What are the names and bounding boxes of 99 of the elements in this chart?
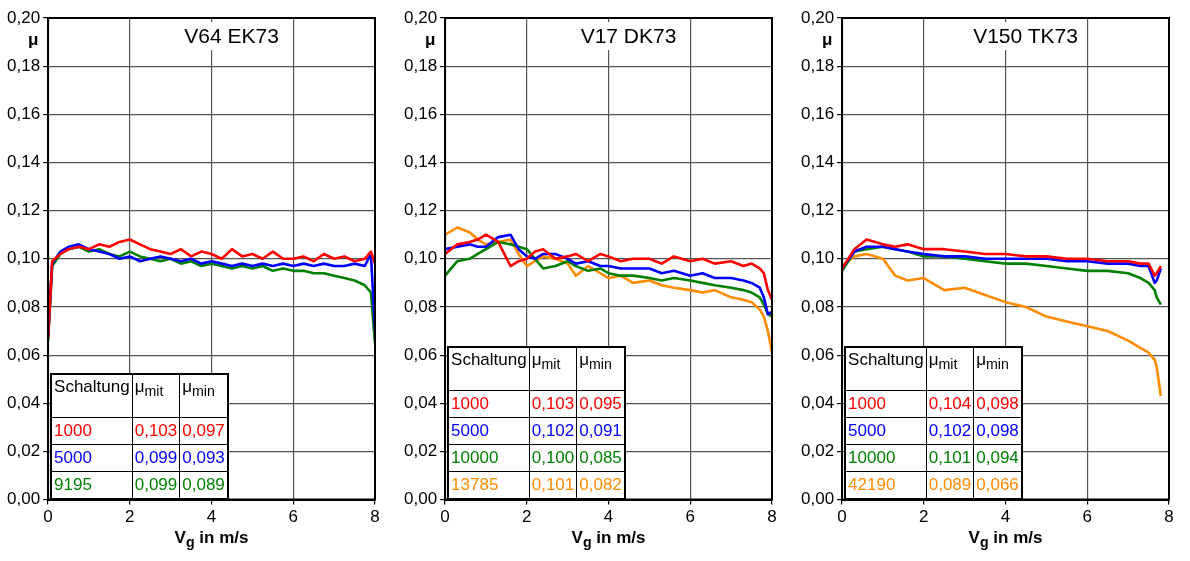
y-tick-label: 0,06 — [800, 344, 835, 364]
text: 42190 — [845, 471, 927, 499]
y-tick-label: 0,02 — [800, 441, 835, 461]
text: 13785 — [448, 471, 530, 499]
y-tick-label: 0,12 — [800, 200, 835, 220]
text: 5000 — [845, 417, 927, 445]
y-tick-label: 0,16 — [403, 104, 438, 124]
y-tick-label: 0,20 — [6, 7, 41, 27]
x-tick-label: 2 — [125, 507, 135, 527]
y-axis-title: μ — [822, 30, 833, 50]
annotation: 0,101 — [926, 444, 974, 472]
annotation: μ$_{mit}$ — [132, 373, 180, 418]
y-axis-title: μ — [28, 30, 39, 50]
text: 9195 — [51, 471, 133, 499]
y-tick-label: 0,08 — [800, 296, 835, 316]
y-tick-label: 0,00 — [403, 489, 438, 509]
y-tick-label: 0,02 — [6, 441, 41, 461]
annotation: Schaltung — [51, 373, 133, 418]
x-tick-label: 4 — [603, 507, 614, 527]
y-axis-title: μ — [425, 30, 436, 50]
annotation: μ$_{min}$ — [576, 346, 625, 391]
annotation: μ$_{min}$ — [179, 373, 228, 418]
annotation: 0,101 — [529, 471, 577, 499]
y-tick-label: 0,04 — [403, 392, 438, 412]
annotation: 0,066 — [973, 471, 1022, 499]
y-tick-label: 0,18 — [800, 55, 835, 75]
annotation: 0,103 — [529, 390, 577, 418]
chart-title: V64 EK73 — [178, 22, 285, 50]
x-tick-label: 0 — [43, 507, 53, 527]
y-tick-label: 0,06 — [6, 344, 41, 364]
y-tick-label: 0,08 — [403, 296, 438, 316]
y-tick-label: 0,14 — [800, 152, 835, 172]
annotation: 0,082 — [576, 471, 625, 499]
annotation: 0,102 — [529, 417, 577, 445]
x-tick-label: 6 — [288, 507, 299, 527]
x-tick-label: 4 — [206, 507, 217, 527]
annotation: 0,100 — [529, 444, 577, 472]
y-tick-label: 0,20 — [800, 7, 835, 27]
text: 1000 — [845, 390, 927, 418]
annotation: 0,095 — [576, 390, 625, 418]
x-tick-label: 2 — [919, 507, 929, 527]
y-tick-label: 0,18 — [403, 55, 438, 75]
y-tick-label: 0,10 — [6, 248, 41, 268]
annotation: 0,097 — [179, 417, 228, 445]
y-tick-label: 0,14 — [6, 152, 41, 172]
y-tick-label: 0,12 — [6, 200, 41, 220]
y-tick-label: 0,04 — [800, 392, 835, 412]
x-tick-label: 8 — [767, 507, 777, 527]
x-tick-label: 6 — [1082, 507, 1093, 527]
text: 1000 — [448, 390, 530, 418]
y-tick-label: 0,02 — [403, 441, 438, 461]
annotation: 0,103 — [132, 417, 180, 445]
annotation: 0,099 — [132, 444, 180, 472]
annotation: μ$_{min}$ — [973, 346, 1022, 391]
y-tick-label: 0,10 — [800, 248, 835, 268]
text: 5000 — [51, 444, 133, 472]
chart-title: V150 TK73 — [967, 22, 1084, 50]
annotation: Schaltung — [448, 346, 530, 391]
y-tick-label: 0,04 — [6, 392, 41, 412]
x-axis-title: V$_{g}$ in m/s — [571, 527, 646, 550]
annotation: Schaltung — [845, 346, 927, 391]
text: 10000 — [448, 444, 530, 472]
annotation: 0,093 — [179, 444, 228, 472]
annotation: μ$_{mit}$ — [529, 346, 577, 391]
y-tick-label: 0,00 — [6, 489, 41, 509]
y-tick-label: 0,14 — [403, 152, 438, 172]
x-axis-title: V$_{g}$ in m/s — [968, 527, 1043, 550]
text: 5000 — [448, 417, 530, 445]
y-tick-label: 0,06 — [403, 344, 438, 364]
text: 1000 — [51, 417, 133, 445]
y-tick-label: 0,16 — [800, 104, 835, 124]
annotation: 0,091 — [576, 417, 625, 445]
x-tick-label: 4 — [1000, 507, 1011, 527]
annotation: 0,099 — [132, 471, 180, 499]
annotation: 0,089 — [179, 471, 228, 499]
y-tick-label: 0,20 — [403, 7, 438, 27]
y-tick-label: 0,10 — [403, 248, 438, 268]
y-tick-label: 0,00 — [800, 489, 835, 509]
y-tick-label: 0,16 — [6, 104, 41, 124]
annotation: μ$_{mit}$ — [926, 346, 974, 391]
annotation: 0,104 — [926, 390, 974, 418]
y-tick-label: 0,08 — [6, 296, 41, 316]
annotation: 0,098 — [973, 417, 1022, 445]
text: 10000 — [845, 444, 927, 472]
x-tick-label: 8 — [1164, 507, 1174, 527]
x-axis-title: V$_{g}$ in m/s — [174, 527, 249, 550]
chart-title: V17 DK73 — [574, 22, 683, 50]
x-tick-label: 0 — [837, 507, 847, 527]
y-tick-label: 0,12 — [403, 200, 438, 220]
annotation: 0,089 — [926, 471, 974, 499]
annotation: 0,094 — [973, 444, 1022, 472]
annotation: 0,102 — [926, 417, 974, 445]
x-tick-label: 0 — [440, 507, 450, 527]
y-tick-label: 0,18 — [6, 55, 41, 75]
x-tick-label: 2 — [522, 507, 532, 527]
annotation: 0,098 — [973, 390, 1022, 418]
x-tick-label: 6 — [685, 507, 696, 527]
x-tick-label: 8 — [370, 507, 380, 527]
annotation: 0,085 — [576, 444, 625, 472]
